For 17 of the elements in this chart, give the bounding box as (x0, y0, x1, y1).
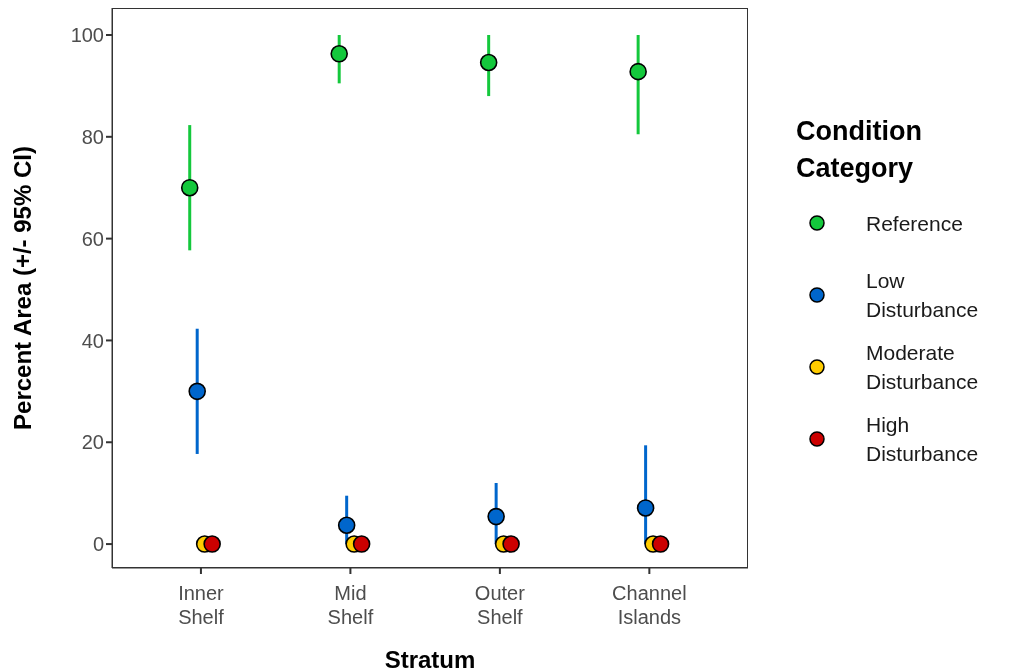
x-tick-label: Inner Shelf (178, 582, 225, 628)
legend-label: High Disturbance (866, 412, 980, 467)
legend-label: Reference (866, 210, 964, 237)
y-tick-label: 80 (81, 125, 104, 148)
legend-label: Low Disturbance (866, 268, 980, 323)
y-axis-title: Percent Area (+/- 95% CI) (8, 146, 36, 430)
y-tick-label: 100 (70, 24, 104, 47)
legend-title: Condition Category (796, 115, 923, 185)
y-tick-label: 60 (81, 227, 104, 250)
y-tick-label: 20 (81, 431, 104, 454)
x-axis-title: Stratum (384, 646, 476, 671)
x-tick-label: Outer Shelf (474, 582, 526, 628)
y-tick-label: 0 (92, 533, 104, 556)
legend-label: Moderate Disturbance (866, 340, 980, 395)
y-tick-label: 40 (81, 329, 104, 352)
x-tick-label: Channel Islands (612, 582, 687, 628)
x-tick-label: Mid Shelf (327, 582, 374, 628)
